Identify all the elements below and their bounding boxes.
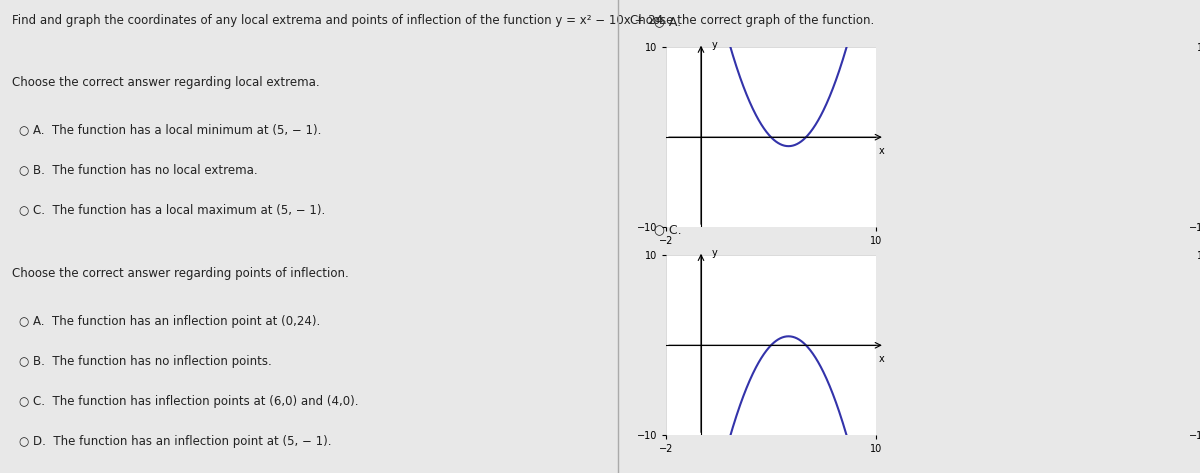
Text: x: x — [878, 354, 884, 364]
Text: ○ A.  The function has an inflection point at (0,24).: ○ A. The function has an inflection poin… — [18, 315, 319, 327]
Text: y: y — [712, 40, 718, 50]
Text: ○ B.  The function has no inflection points.: ○ B. The function has no inflection poin… — [18, 355, 271, 368]
Text: ○ A.: ○ A. — [654, 16, 682, 28]
Text: ○ C.  The function has a local maximum at (5, − 1).: ○ C. The function has a local maximum at… — [18, 203, 325, 216]
Text: y: y — [712, 248, 718, 258]
Text: ○ C.  The function has inflection points at (6,0) and (4,0).: ○ C. The function has inflection points … — [18, 395, 358, 408]
Text: Choose the correct answer regarding local extrema.: Choose the correct answer regarding loca… — [12, 76, 320, 88]
Text: ○ C.: ○ C. — [654, 224, 682, 236]
Text: Choose the correct answer regarding points of inflection.: Choose the correct answer regarding poin… — [12, 267, 349, 280]
Text: Find and graph the coordinates of any local extrema and points of inflection of : Find and graph the coordinates of any lo… — [12, 14, 667, 27]
Text: ○ D.  The function has an inflection point at (5, − 1).: ○ D. The function has an inflection poin… — [18, 435, 331, 448]
Text: ○ A.  The function has a local minimum at (5, − 1).: ○ A. The function has a local minimum at… — [18, 123, 320, 136]
Text: x: x — [878, 146, 884, 156]
Text: Choose the correct graph of the function.: Choose the correct graph of the function… — [630, 14, 874, 27]
Text: ○ B.  The function has no local extrema.: ○ B. The function has no local extrema. — [18, 163, 257, 176]
